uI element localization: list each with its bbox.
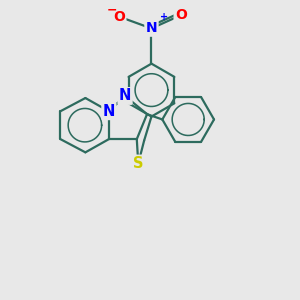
Text: +: +: [160, 12, 168, 22]
Text: O: O: [175, 8, 187, 22]
Text: N: N: [146, 21, 157, 35]
Text: O: O: [113, 10, 125, 24]
Text: N: N: [103, 104, 115, 119]
Text: −: −: [107, 3, 117, 16]
Text: S: S: [133, 156, 143, 171]
Text: N: N: [119, 88, 131, 104]
